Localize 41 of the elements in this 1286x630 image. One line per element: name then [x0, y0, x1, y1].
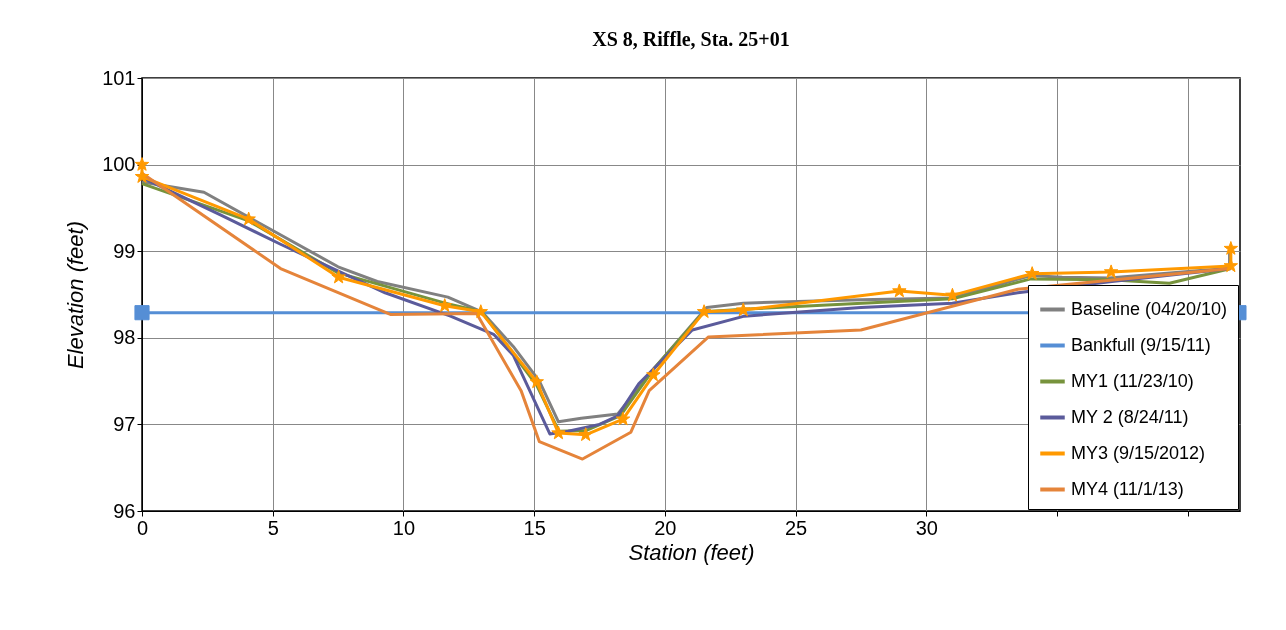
point — [1024, 266, 1040, 280]
chart-title: XS 8, Riffle, Sta. 25+01 — [592, 28, 790, 50]
y-axis-title: Elevation (feet) — [63, 221, 89, 369]
point — [1103, 264, 1119, 279]
legend-label: MY1 (11/23/10) — [1071, 370, 1194, 391]
x-tick-label: 30 — [915, 516, 938, 539]
x-axis-title: Station (feet) — [628, 539, 755, 565]
y-tick-label: 97 — [113, 412, 136, 435]
point — [551, 425, 566, 440]
x-tick-label: 25 — [784, 516, 808, 539]
point — [945, 287, 960, 302]
point — [241, 211, 256, 226]
y-tick-label: 98 — [113, 326, 136, 349]
x-tick-label: 15 — [523, 516, 546, 539]
x-tick-label: 20 — [654, 516, 677, 539]
y-tick-label: 96 — [113, 499, 136, 522]
x-tick-label: 0 — [136, 516, 149, 539]
legend-label: MY4 (11/1/13) — [1071, 478, 1184, 499]
point — [736, 302, 751, 317]
point — [578, 427, 593, 442]
point — [134, 157, 150, 171]
y-tick-label: 100 — [102, 153, 136, 176]
legend-label: Baseline (04/20/10) — [1071, 298, 1228, 319]
point — [331, 269, 346, 284]
point — [646, 367, 661, 382]
x-tick-label: 5 — [267, 516, 279, 539]
point — [529, 374, 544, 389]
x-tick-label: 10 — [392, 516, 416, 539]
y-tick-label: 99 — [113, 239, 136, 262]
legend-label: Bankfull (9/15/11) — [1071, 334, 1211, 355]
legend-label: MY3 (9/15/2012) — [1071, 442, 1206, 463]
legend-label: MY 2 (8/24/11) — [1071, 406, 1189, 427]
point — [696, 304, 712, 319]
point — [1223, 258, 1239, 273]
y-tick-label: 101 — [102, 66, 136, 89]
point — [134, 169, 150, 183]
point — [473, 304, 489, 319]
point — [1223, 241, 1239, 255]
point — [134, 305, 150, 321]
point — [615, 411, 631, 426]
point — [892, 283, 907, 298]
